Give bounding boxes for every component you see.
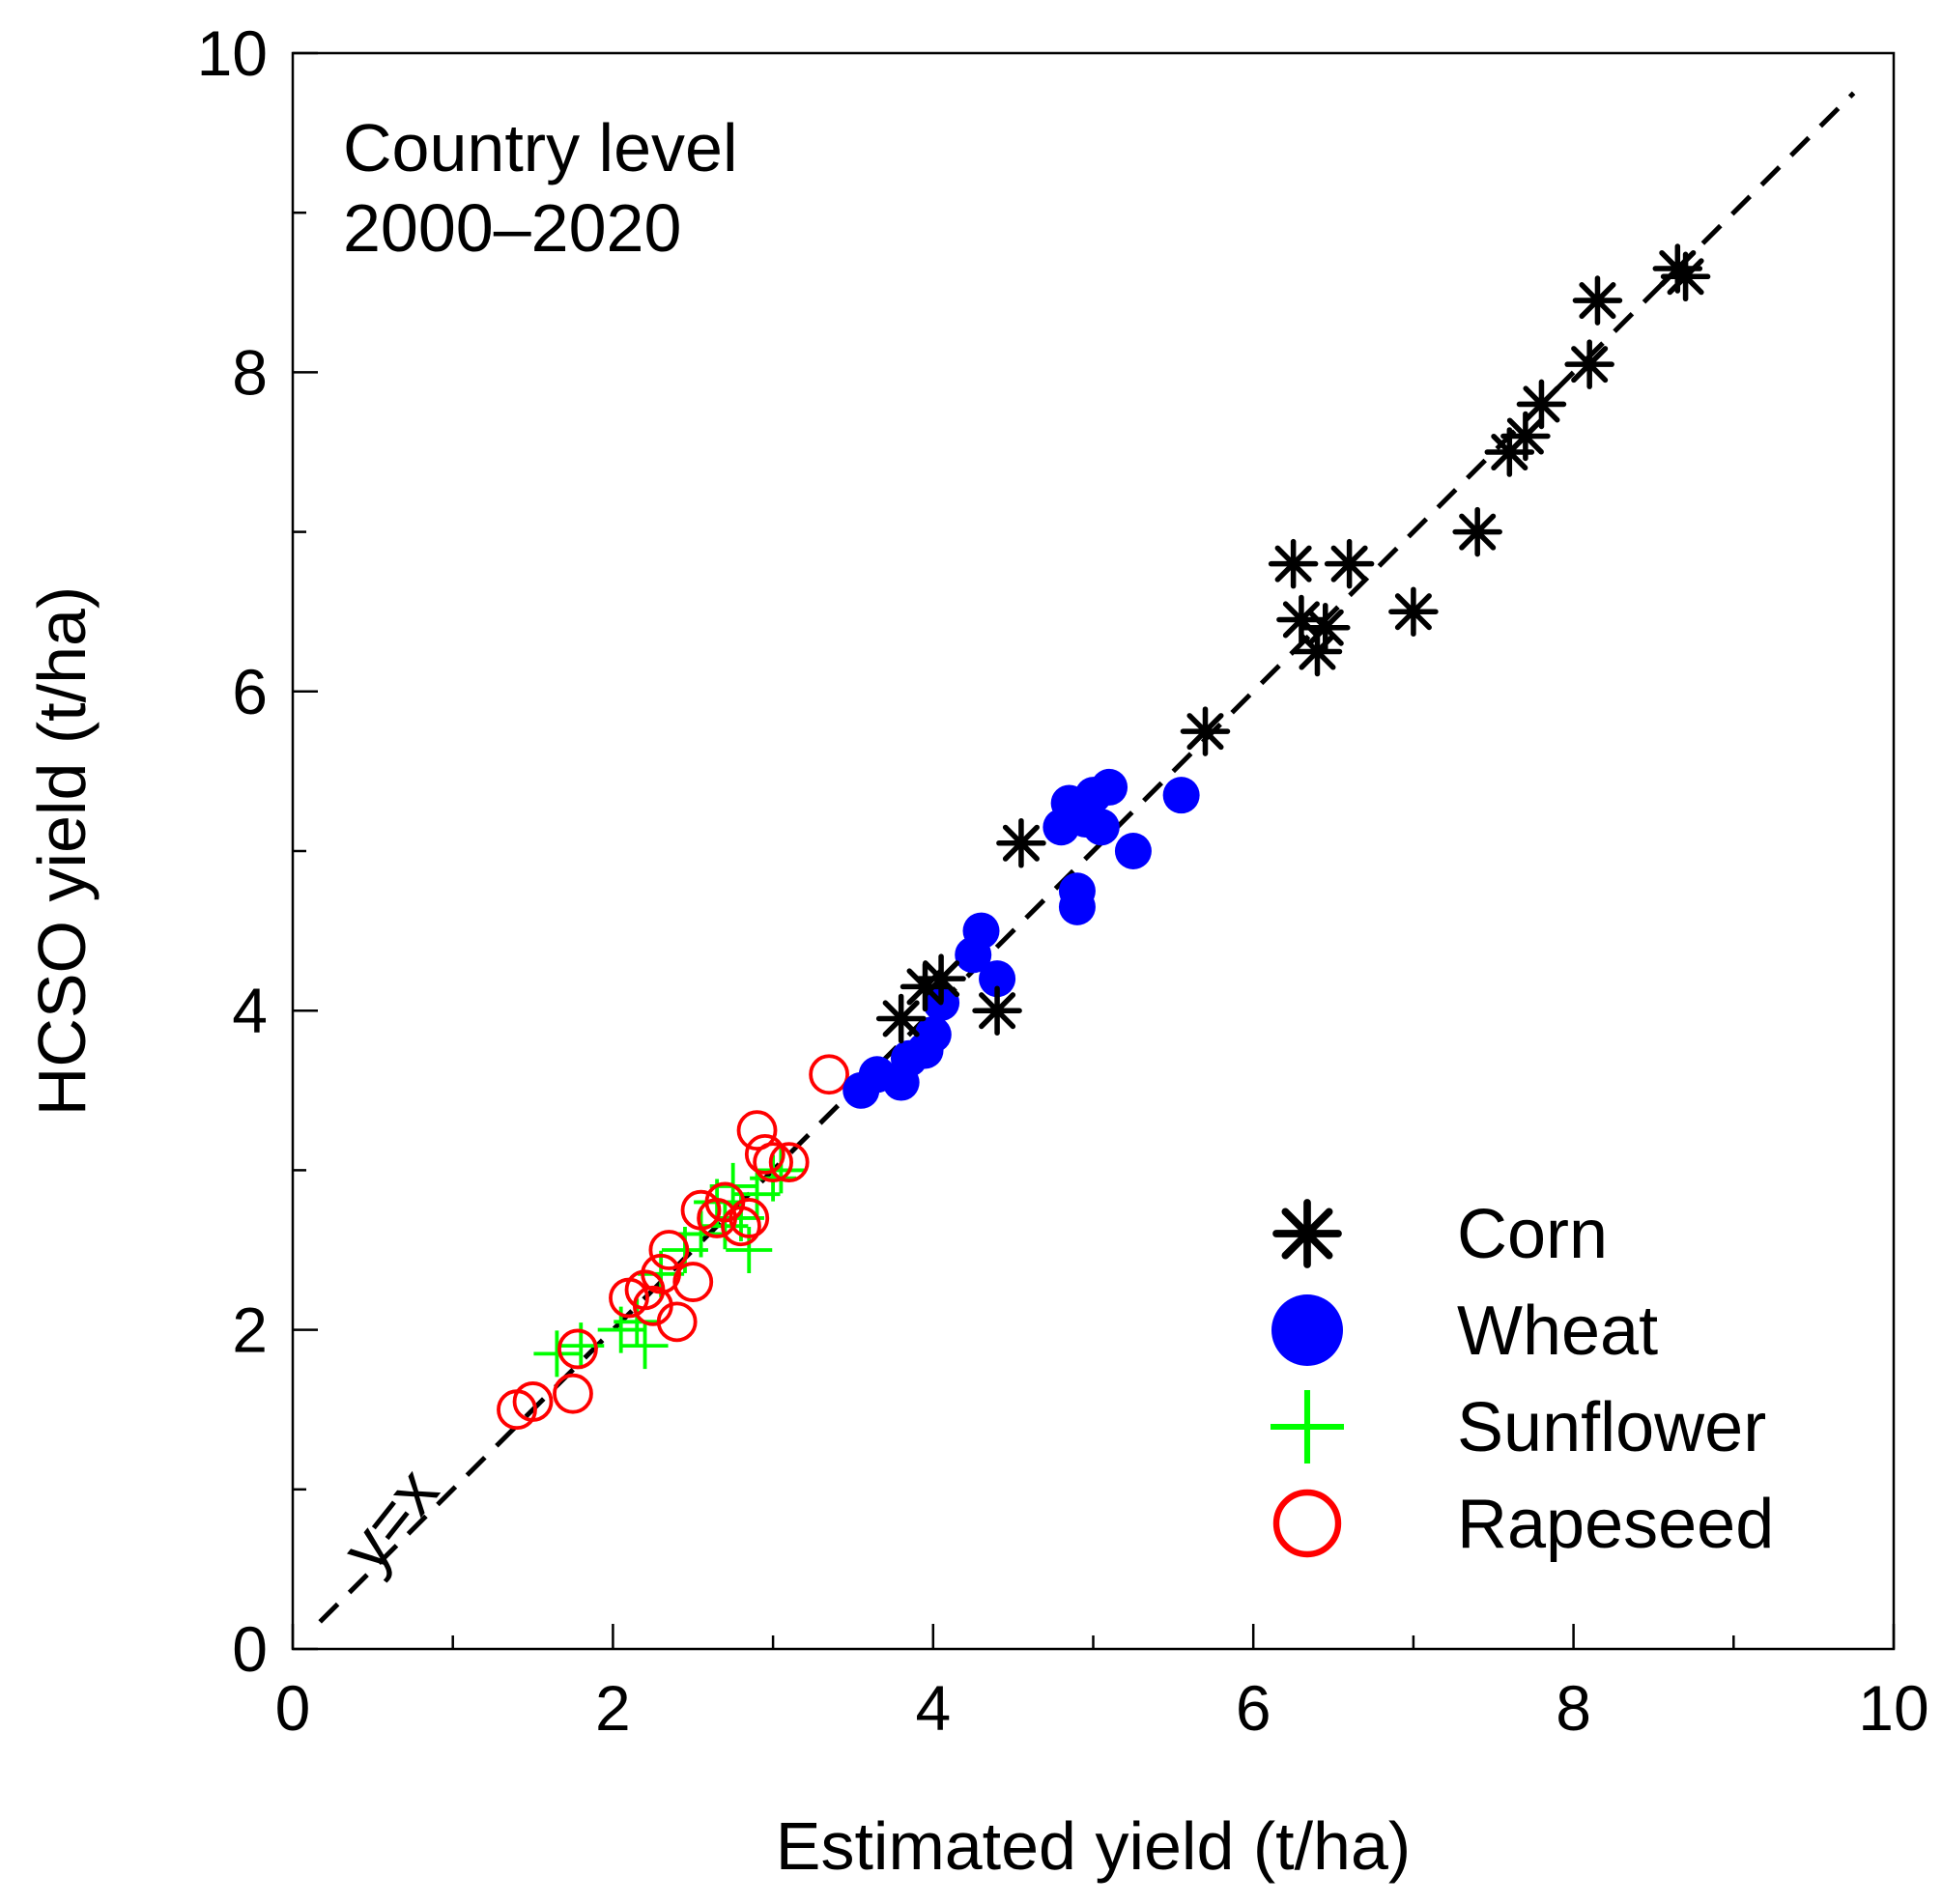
point-corn (1452, 506, 1502, 557)
point-wheat (1058, 872, 1096, 910)
point-corn (916, 953, 966, 1004)
ticks-layer: 0 2 4 6 8 10 0 2 4 6 8 10 (197, 17, 1929, 1744)
point-corn (972, 985, 1022, 1036)
point-rapeseed (553, 1373, 593, 1414)
x-tick-label: 4 (915, 1672, 951, 1744)
x-axis-label: Estimated yield (t/ha) (776, 1808, 1411, 1884)
point-corn (1564, 339, 1614, 389)
point-rapeseed (728, 1198, 770, 1238)
point-wheat (979, 960, 1016, 998)
point-corn (1572, 275, 1623, 326)
point-corn (1324, 538, 1375, 589)
legend-marker-wheat (1271, 1294, 1343, 1366)
y-tick-label: 4 (232, 975, 268, 1046)
point-wheat (1114, 833, 1152, 869)
legend-label-wheat: Wheat (1457, 1293, 1658, 1370)
point-rapeseed (656, 1301, 698, 1343)
point-rapeseed (736, 1110, 778, 1151)
point-wheat (1082, 809, 1120, 846)
point-rapeseed (753, 1142, 793, 1183)
y-tick-label: 8 (232, 336, 268, 408)
legend-label-corn: Corn (1457, 1196, 1608, 1273)
legend-marker-rapeseed (1272, 1489, 1342, 1558)
point-wheat (914, 1015, 952, 1053)
point-sunflower (677, 1210, 725, 1258)
x-tick-label: 2 (595, 1672, 631, 1744)
point-rapeseed (744, 1133, 785, 1175)
point-corn (1300, 602, 1351, 653)
legend-marker-corn (1272, 1199, 1342, 1268)
point-corn (1268, 538, 1319, 589)
point-sunflower (621, 1322, 669, 1370)
point-rapeseed (672, 1262, 714, 1302)
point-rapeseed (512, 1381, 554, 1422)
point-corn (875, 993, 927, 1044)
y-tick-label: 0 (232, 1613, 268, 1685)
point-rapeseed (648, 1230, 690, 1270)
x-tick-label: 0 (275, 1672, 311, 1744)
legend-label-rapeseed: Rapeseed (1457, 1486, 1774, 1563)
x-tick-label: 8 (1556, 1672, 1591, 1744)
reference-line-layer (318, 91, 1856, 1624)
annotation-line-2: 2000–2020 (343, 190, 681, 266)
legend-marker-sunflower (1271, 1390, 1344, 1464)
point-rapeseed (557, 1328, 598, 1370)
x-tick-label: 10 (1858, 1672, 1928, 1744)
point-sunflower (726, 1227, 773, 1273)
point-wheat (1091, 768, 1128, 806)
point-corn (1516, 379, 1567, 430)
point-rapeseed (641, 1253, 682, 1294)
point-corn (1180, 706, 1231, 756)
y-axis-label: HCSO yield (t/ha) (24, 586, 100, 1116)
point-rapeseed (809, 1054, 849, 1095)
point-corn (1660, 251, 1711, 302)
y-tick-label: 10 (197, 17, 268, 89)
points-layer (497, 243, 1711, 1431)
point-wheat (1162, 777, 1200, 814)
point-corn (996, 817, 1046, 868)
point-rapeseed (768, 1142, 810, 1183)
x-tick-label: 6 (1236, 1672, 1271, 1744)
point-corn (1388, 586, 1439, 637)
point-wheat (962, 912, 1000, 950)
point-sunflower (757, 1147, 805, 1194)
point-sunflower (750, 1154, 797, 1202)
point-rapeseed (721, 1206, 761, 1247)
reference-line-yx (318, 91, 1856, 1624)
y-tick-label: 2 (232, 1294, 268, 1366)
y-tick-label: 6 (232, 656, 268, 727)
point-sunflower (533, 1330, 581, 1378)
legend-label-sunflower: Sunflower (1457, 1389, 1766, 1466)
reference-line-label: y=x (327, 1454, 452, 1584)
annotation-line-1: Country level (343, 110, 738, 185)
point-corn (1500, 411, 1551, 462)
legend: Corn Wheat Sunflower Rapeseed (1271, 1196, 1774, 1563)
